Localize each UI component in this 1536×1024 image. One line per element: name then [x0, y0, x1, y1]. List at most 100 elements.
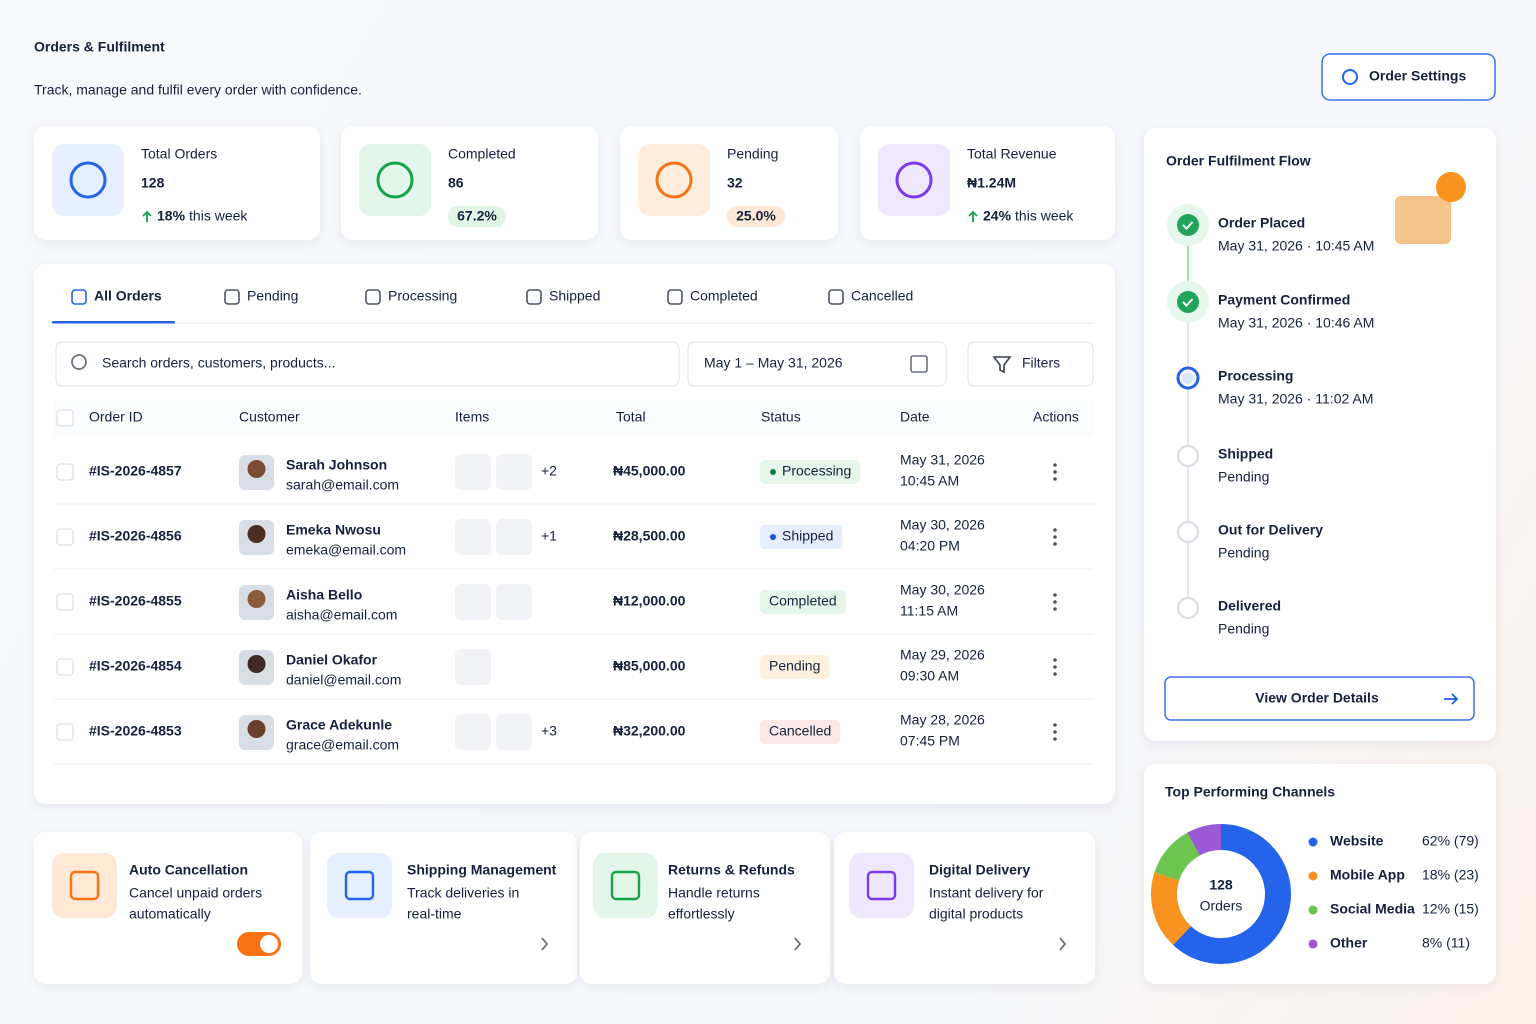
order-id[interactable]: #IS-2026-4856: [89, 528, 182, 544]
donut-total: 128: [1209, 877, 1233, 893]
customer-email: daniel@email.com: [286, 672, 401, 688]
stat-delta: 18%: [157, 208, 186, 224]
arrow-icon: [1444, 693, 1459, 705]
stat-icon: [895, 161, 933, 199]
calendar-icon: [910, 355, 928, 373]
column-header: Date: [900, 409, 930, 425]
tab[interactable]: All Orders: [94, 288, 162, 304]
stat-label: Total Revenue: [967, 146, 1057, 162]
view-details-button[interactable]: [1164, 676, 1475, 721]
legend-value: 8% (11): [1422, 935, 1470, 951]
row-checkbox[interactable]: [56, 593, 74, 611]
tab[interactable]: Shipped: [549, 288, 600, 304]
stat-value: 128: [141, 175, 165, 191]
actions-dot[interactable]: [1053, 535, 1057, 539]
column-header: Items: [455, 409, 489, 425]
product-thumb: [496, 454, 532, 490]
feature-icon: [866, 870, 897, 901]
row-checkbox[interactable]: [56, 658, 74, 676]
status-dot: [770, 534, 776, 540]
chevron[interactable]: [794, 937, 802, 951]
channels-panel: [1144, 764, 1496, 984]
legend-value: 12% (15): [1422, 901, 1479, 917]
customer-email: grace@email.com: [286, 737, 399, 753]
channels-title: Top Performing Channels: [1165, 784, 1335, 800]
search-box[interactable]: [55, 341, 680, 387]
actions-dot[interactable]: [1053, 665, 1057, 669]
status-text: Pending: [769, 658, 820, 674]
filter-icon: [992, 356, 1012, 374]
table-header-bg: [54, 400, 1094, 438]
actions-dot[interactable]: [1053, 542, 1057, 546]
tab[interactable]: Completed: [690, 288, 758, 304]
status-badge: [760, 460, 861, 484]
feature-title: Shipping Management: [407, 862, 557, 878]
stat-icon-bg: [52, 144, 124, 216]
actions-dot[interactable]: [1053, 600, 1057, 604]
actions-dot[interactable]: [1053, 723, 1057, 727]
column-header: Customer: [239, 409, 300, 425]
column-header: Total: [616, 409, 646, 425]
actions-dot[interactable]: [1053, 730, 1057, 734]
actions-dot[interactable]: [1053, 477, 1057, 481]
customer-email: aisha@email.com: [286, 607, 397, 623]
feature-text: automatically: [129, 906, 211, 922]
feature-text: Cancel unpaid orders: [129, 885, 262, 901]
order-date: May 30, 2026: [900, 582, 985, 598]
stat-icon-bg: [359, 144, 431, 216]
step-detail: May 31, 2026 · 10:46 AM: [1218, 315, 1374, 331]
column-header: Actions: [1033, 409, 1079, 425]
tab-icon: [224, 289, 240, 305]
row-checkbox[interactable]: [56, 723, 74, 741]
feature-text: Track deliveries in: [407, 885, 519, 901]
settings-button[interactable]: [1321, 53, 1496, 101]
actions-dot[interactable]: [1053, 593, 1057, 597]
tab[interactable]: Pending: [247, 288, 298, 304]
date-box[interactable]: [687, 341, 947, 387]
actions-dot[interactable]: [1053, 737, 1057, 741]
more-items: +2: [541, 463, 557, 479]
stat-value: 86: [448, 175, 464, 191]
order-id[interactable]: #IS-2026-4855: [89, 593, 182, 609]
product-thumb: [496, 519, 532, 555]
step-pending: [1177, 445, 1199, 467]
feature-icon: [610, 870, 641, 901]
row-checkbox[interactable]: [56, 528, 74, 546]
order-id[interactable]: #IS-2026-4854: [89, 658, 182, 674]
avatar-face: [247, 655, 266, 673]
actions-dot[interactable]: [1053, 607, 1057, 611]
row-checkbox[interactable]: [56, 463, 74, 481]
actions-dot[interactable]: [1053, 672, 1057, 676]
tab[interactable]: Cancelled: [851, 288, 913, 304]
order-id[interactable]: #IS-2026-4853: [89, 723, 182, 739]
actions-dot[interactable]: [1053, 470, 1057, 474]
more-items: +1: [541, 528, 557, 544]
stat-icon-bg: [638, 144, 710, 216]
customer-email: emeka@email.com: [286, 542, 406, 558]
chevron[interactable]: [1059, 937, 1067, 951]
order-time: 07:45 PM: [900, 733, 960, 749]
legend-name: Mobile App: [1330, 867, 1405, 883]
step-name: Payment Confirmed: [1218, 292, 1350, 308]
stat-icon: [69, 161, 107, 199]
actions-dot[interactable]: [1053, 528, 1057, 532]
chevron[interactable]: [541, 937, 549, 951]
header-checkbox: [56, 409, 74, 427]
stat-delta: 24%: [983, 208, 1012, 224]
actions-dot[interactable]: [1053, 463, 1057, 467]
stat-icon: [655, 161, 693, 199]
avatar-face: [247, 590, 266, 608]
order-id[interactable]: #IS-2026-4857: [89, 463, 182, 479]
tab[interactable]: Processing: [388, 288, 457, 304]
filters-button[interactable]: [967, 341, 1094, 387]
step-name: Out for Delivery: [1218, 522, 1323, 538]
order-date: May 31, 2026: [900, 452, 985, 468]
date-range: May 1 – May 31, 2026: [704, 355, 843, 371]
donut-segment: [1187, 824, 1222, 856]
feature-text: effortlessly: [668, 906, 735, 922]
order-total: ₦12,000.00: [613, 593, 686, 609]
check: [1182, 221, 1194, 230]
status-text: Completed: [769, 593, 837, 609]
actions-dot[interactable]: [1053, 658, 1057, 662]
